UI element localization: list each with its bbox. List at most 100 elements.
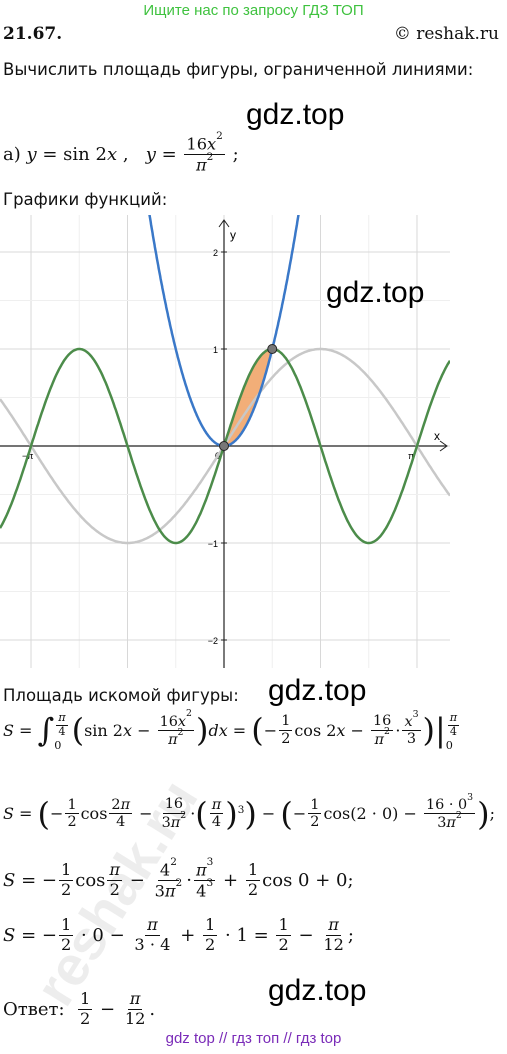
y-tick-label: −1 — [208, 539, 218, 549]
denominator: 2 — [78, 1008, 92, 1029]
watermark: gdz.top — [268, 974, 367, 1007]
footer: gdz top // гдз топ // гдз top — [165, 1030, 342, 1047]
problem-number: 21.67. — [3, 24, 63, 44]
math-variable: π — [449, 711, 458, 724]
math-text: 2 — [186, 708, 192, 720]
math-text: 3 — [406, 731, 417, 748]
superscript: 2 — [384, 726, 390, 737]
superscript: 2 — [456, 810, 462, 821]
banner: Ищите нас по запросу ГДЗ ТОП — [143, 2, 364, 19]
math-text: 0 — [54, 738, 62, 752]
fraction: 16x2 π2 — [157, 708, 194, 749]
math-text: 2 — [111, 796, 121, 813]
lower-limit: 0 — [54, 739, 69, 752]
numerator: 16 — [371, 713, 394, 731]
math-symbol: ) — [244, 794, 257, 833]
numerator: 16x2 — [184, 130, 225, 156]
denominator: 2 — [276, 934, 290, 955]
denominator: 2 — [59, 934, 73, 955]
math-text: 2 — [60, 880, 72, 900]
math-symbol: ( — [195, 794, 208, 833]
denominator: 2 — [279, 731, 292, 748]
numerator: π — [107, 860, 123, 882]
fraction: 42 3π2 — [153, 856, 185, 901]
math-text: ; — [226, 144, 239, 166]
denominator: 3 — [405, 731, 418, 748]
math-text: 3 — [467, 791, 474, 803]
axis-label: x — [434, 429, 440, 443]
math-text: − — [134, 804, 158, 824]
numerator: 16 — [162, 796, 186, 814]
math-variable: π — [109, 860, 121, 880]
math-text: cos(2 · 0) − — [323, 804, 422, 824]
denominator: 4 — [448, 725, 459, 739]
denominator: π2 — [372, 726, 391, 748]
intersection-point — [267, 344, 278, 354]
formula: S = −1 2 cos π 2 − 42 3π2 · π3 43 + 1 2 cos 0 + 0; — [3, 856, 354, 901]
math-variable: π — [147, 915, 158, 934]
math-text: 2 — [79, 1008, 91, 1028]
math-symbol: ∫ — [37, 711, 55, 750]
denominator: 3 · 4 — [132, 934, 172, 955]
numerator: π — [145, 915, 160, 936]
math-text: 1 — [205, 915, 216, 934]
math-variable: y — [145, 144, 156, 166]
superscript: 2 — [180, 810, 186, 821]
numerator: π3 — [193, 856, 216, 882]
math-text: 1 — [67, 796, 77, 813]
math-text: 1 — [79, 989, 91, 1008]
math-text: − — [292, 804, 307, 824]
formula: S = (−1 2 cos 2π 4 − 16 3π2 ·(π 4) 3) − (−1 2 cos(… — [3, 792, 495, 833]
math-text: cos 2 — [294, 720, 337, 740]
numerator: 1 — [58, 915, 74, 936]
math-text: 2 — [60, 934, 72, 954]
math-text: 3 — [412, 708, 419, 720]
math-variable: π — [195, 860, 207, 880]
watermark: gdz.top — [268, 674, 367, 707]
math-text: 2 — [180, 809, 187, 821]
denominator: 4 — [210, 814, 223, 831]
y-tick-label: −2 — [208, 636, 218, 646]
math-text: ; — [489, 804, 495, 824]
math-symbol: | — [435, 711, 446, 750]
math-text: = sin 2 — [36, 144, 107, 166]
math-variable: dx — [208, 720, 228, 740]
math-text: = − — [15, 870, 57, 892]
math-text: 4 — [58, 724, 66, 738]
math-variable: π — [168, 731, 178, 748]
math-variable: x — [404, 713, 413, 730]
math-text: 3 · 4 — [134, 934, 171, 954]
denominator: 2 — [65, 814, 78, 831]
math-text: + — [174, 924, 201, 946]
denominator: 2 — [203, 935, 217, 955]
math-text: 2 — [278, 934, 289, 954]
math-text: · 0 − — [75, 924, 131, 946]
math-text: 4 — [196, 881, 207, 901]
superscript: 3 — [413, 709, 419, 720]
fraction: x3 3 — [402, 709, 421, 748]
math-text: − — [345, 720, 370, 740]
math-symbol: ) — [422, 711, 435, 750]
numerator: x3 — [402, 709, 421, 732]
numerator: 1 — [308, 797, 322, 815]
denominator: 3π2 — [160, 810, 189, 831]
denominator: 4 — [114, 814, 127, 831]
denominator: 2 — [108, 880, 122, 900]
math-text: − — [50, 804, 64, 824]
fraction: 2π 4 — [109, 796, 133, 831]
math-text: 16 — [159, 713, 178, 730]
fraction: 16x2 π2 — [184, 130, 225, 175]
denominator: 2 — [308, 814, 321, 831]
math-text: а) — [3, 144, 27, 166]
math-text: 3 — [154, 881, 165, 901]
